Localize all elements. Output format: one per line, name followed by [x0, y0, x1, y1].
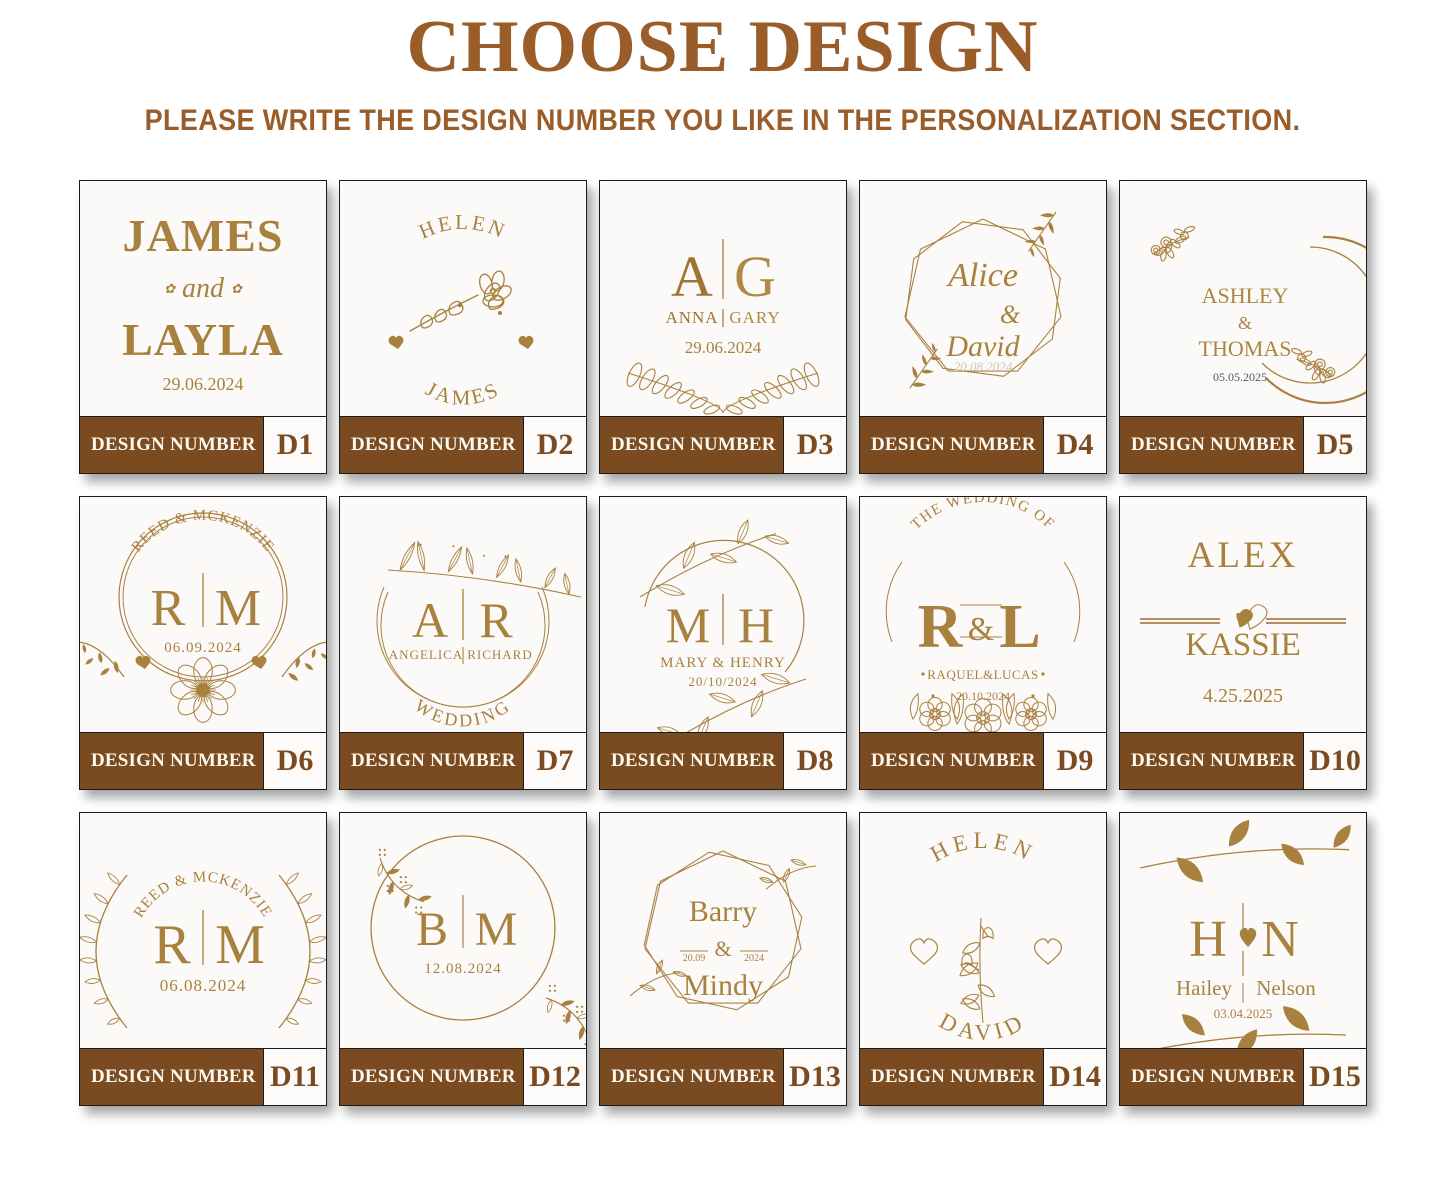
svg-text:THOMAS: THOMAS: [1199, 336, 1292, 361]
svg-text:Alice: Alice: [946, 257, 1018, 294]
svg-text:M: M: [475, 903, 518, 956]
svg-text:29.06.2024: 29.06.2024: [685, 338, 762, 357]
svg-text:20 08 2024: 20 08 2024: [954, 359, 1013, 374]
svg-text:20.10.2024: 20.10.2024: [956, 689, 1010, 703]
svg-text:Mindy: Mindy: [683, 969, 763, 1002]
svg-text:GARY: GARY: [729, 308, 780, 327]
svg-text:RAQUEL&LUCAS: RAQUEL&LUCAS: [927, 667, 1038, 682]
svg-text:12.08.2024: 12.08.2024: [424, 961, 502, 977]
svg-text:A: A: [412, 592, 448, 648]
svg-text:H: H: [738, 597, 774, 653]
svg-text:ANGELICA: ANGELICA: [389, 647, 463, 662]
svg-text:R: R: [153, 914, 191, 976]
svg-text:05.05.2025: 05.05.2025: [1213, 370, 1267, 384]
svg-text:M: M: [215, 914, 265, 976]
svg-text:REED & MCKENZIE: REED & MCKENZIE: [129, 508, 277, 556]
svg-text:R: R: [918, 593, 964, 661]
svg-text:MARY & HENRY: MARY & HENRY: [660, 655, 786, 671]
svg-text:M: M: [666, 597, 710, 653]
svg-text:N: N: [1261, 911, 1299, 968]
svg-text:B: B: [416, 903, 448, 956]
svg-text:06.09.2024: 06.09.2024: [164, 640, 242, 656]
svg-text:ASHLEY: ASHLEY: [1202, 283, 1289, 308]
svg-text:RICHARD: RICHARD: [467, 647, 533, 662]
svg-text:06.08.2024: 06.08.2024: [160, 976, 247, 995]
svg-text:R: R: [151, 580, 186, 637]
svg-text:R: R: [479, 592, 513, 648]
svg-text:A: A: [671, 244, 713, 309]
svg-text:M: M: [215, 580, 261, 637]
svg-text:WEDDING: WEDDING: [411, 695, 515, 731]
svg-text:HELEN: HELEN: [926, 828, 1040, 867]
svg-text:2024: 2024: [744, 953, 764, 964]
svg-text:&: &: [1000, 300, 1021, 329]
svg-text:03.04.2025: 03.04.2025: [1214, 1006, 1273, 1021]
svg-text:&: &: [968, 611, 994, 648]
svg-text:Barry: Barry: [689, 895, 757, 928]
svg-text:&: &: [1238, 313, 1252, 333]
svg-text:THE WEDDING OF: THE WEDDING OF: [908, 497, 1058, 533]
svg-text:Nelson: Nelson: [1256, 976, 1316, 1000]
svg-text:H: H: [1189, 911, 1227, 968]
svg-text:DAVID: DAVID: [935, 1008, 1030, 1045]
svg-text:&: &: [714, 936, 731, 961]
svg-text:20/10/2024: 20/10/2024: [688, 674, 757, 689]
svg-text:20.09: 20.09: [683, 953, 706, 964]
svg-text:HELEN: HELEN: [415, 210, 510, 244]
svg-text:L: L: [999, 593, 1040, 661]
svg-text:Hailey: Hailey: [1176, 976, 1232, 1000]
svg-text:JAMES: JAMES: [422, 377, 504, 410]
svg-text:ANNA: ANNA: [665, 308, 718, 327]
svg-text:G: G: [734, 244, 776, 309]
